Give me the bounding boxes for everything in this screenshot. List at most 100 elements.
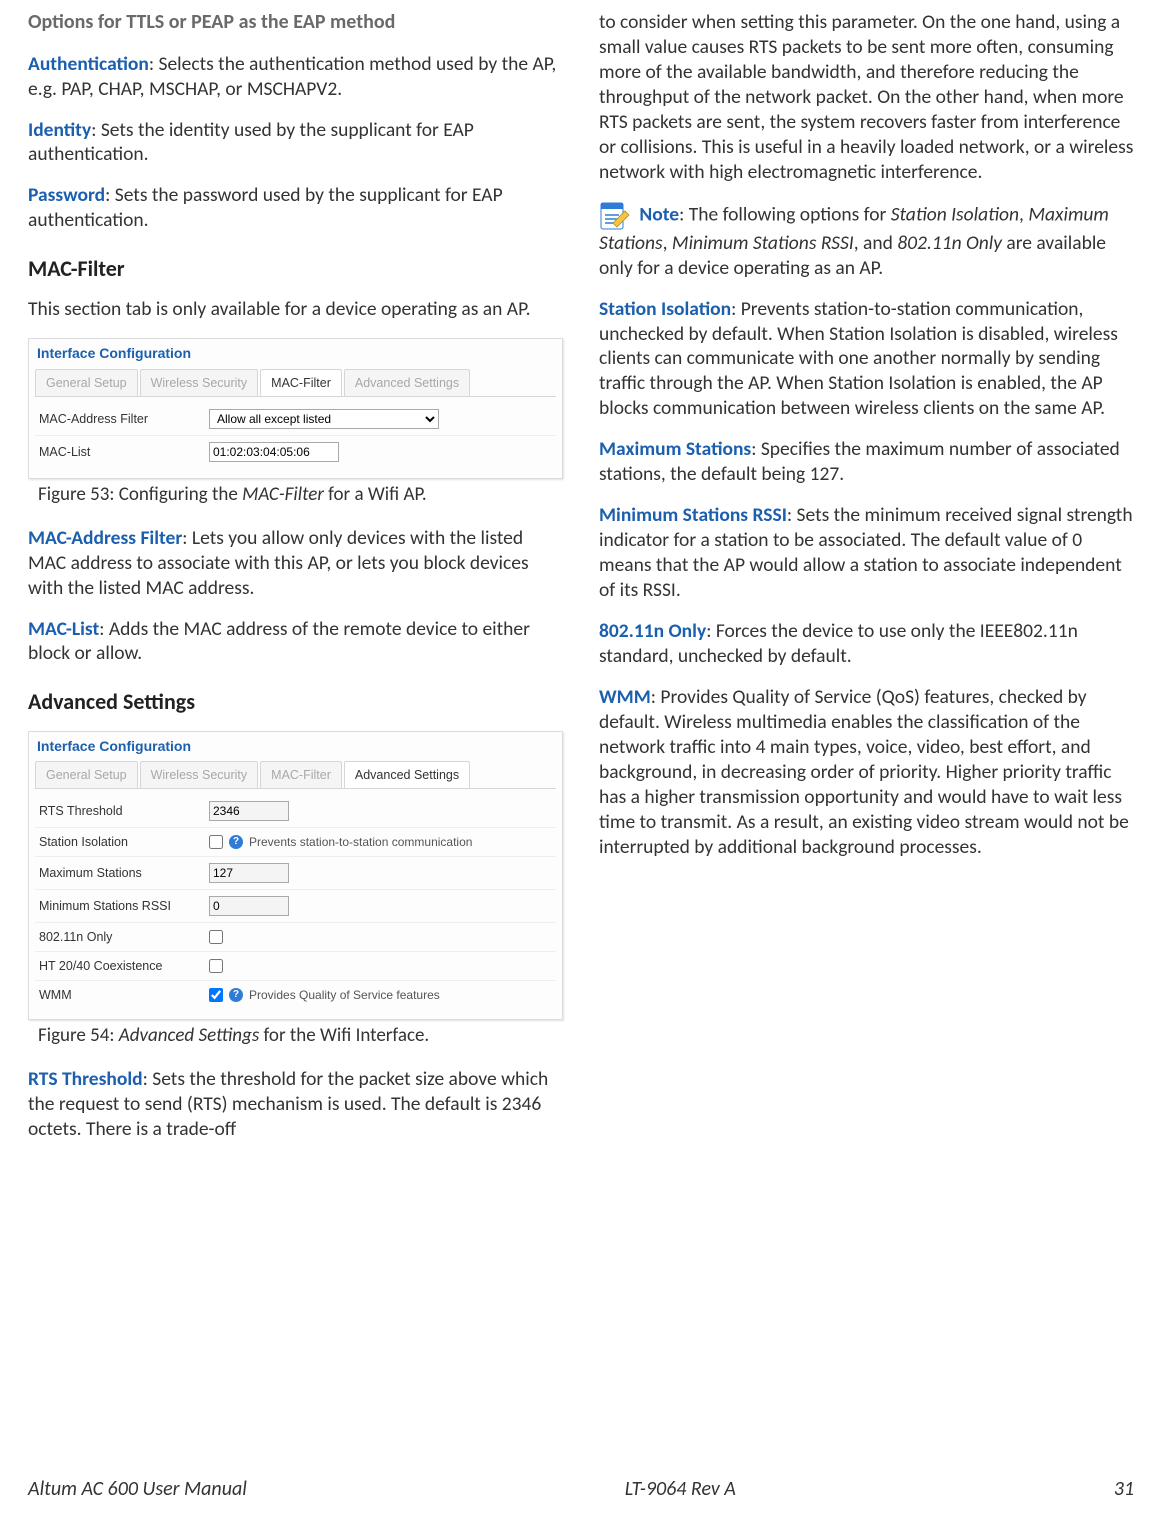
heading-eap-options: Options for TTLS or PEAP as the EAP meth… (28, 10, 563, 36)
tab-mac-filter[interactable]: MAC-Filter (260, 369, 342, 396)
fig54-label-80211n: 802.11n Only (39, 929, 209, 945)
para-identity: Identity: Sets the identity used by the … (28, 118, 563, 168)
note-i4: 802.11n Only (897, 231, 1002, 255)
para-mac-filter-intro: This section tab is only available for a… (28, 297, 563, 322)
fig54-row-80211n: 802.11n Only (35, 922, 556, 951)
note-i3: Minimum Stations RSSI (672, 231, 854, 255)
footer-right: 31 (1114, 1477, 1134, 1501)
note-block: Note: The following options for Station … (599, 201, 1134, 281)
tab-wireless-security-2[interactable]: Wireless Security (140, 761, 259, 788)
fig54-label-ht2040: HT 20/40 Coexistence (39, 958, 209, 974)
para-maximum-stations: Maximum Stations: Specifies the maximum … (599, 437, 1134, 487)
figure-54-caption: Figure 54: Advanced Settings for the Wif… (38, 1024, 563, 1048)
tab-mac-filter-2[interactable]: MAC-Filter (260, 761, 342, 788)
fig54-label-min-rssi: Minimum Stations RSSI (39, 898, 209, 914)
note-pre: : The following options for (679, 202, 891, 226)
fig54-input-min-rssi[interactable] (209, 896, 289, 916)
term-mac-address-filter: MAC-Address Filter (28, 526, 182, 550)
fig54-hint-station-isolation: Prevents station-to-station communicatio… (249, 835, 472, 850)
heading-mac-filter: MAC-Filter (28, 255, 563, 283)
body-identity: : Sets the identity used by the supplica… (28, 118, 474, 167)
fig53-fieldset-title: Interface Configuration (29, 339, 562, 363)
fig53-tabs: General Setup Wireless Security MAC-Filt… (35, 369, 556, 397)
fig53-cap-it: MAC-Filter (242, 483, 324, 506)
note-mid2: , (663, 231, 672, 255)
fig53-cap-post: for a Wifi AP. (324, 483, 427, 506)
fig53-label-mac-address-filter: MAC-Address Filter (39, 411, 209, 427)
fig54-input-rts[interactable] (209, 801, 289, 821)
fig54-row-rts: RTS Threshold (35, 795, 556, 827)
fig53-row-mac-address-filter: MAC-Address Filter Allow all except list… (35, 403, 556, 435)
fig54-cap-post: for the Wifi Interface. (259, 1024, 429, 1047)
hint-icon: ? (229, 988, 243, 1002)
tab-general-setup[interactable]: General Setup (35, 369, 138, 396)
tab-advanced-settings-2[interactable]: Advanced Settings (344, 761, 470, 788)
note-mid3: , and (854, 231, 898, 255)
para-mac-list: MAC-List: Adds the MAC address of the re… (28, 617, 563, 667)
page-content: Options for TTLS or PEAP as the EAP meth… (0, 0, 1162, 1158)
fig54-row-wmm: WMM ? Provides Quality of Service featur… (35, 980, 556, 1009)
fig54-cb-station-isolation[interactable] (209, 835, 223, 849)
fig53-label-mac-list: MAC-List (39, 444, 209, 460)
fig54-cb-80211n[interactable] (209, 930, 223, 944)
right-column: to consider when setting this parameter.… (599, 10, 1134, 1158)
fig53-form: MAC-Address Filter Allow all except list… (29, 397, 562, 478)
tab-wireless-security[interactable]: Wireless Security (140, 369, 259, 396)
body-mac-list: : Adds the MAC address of the remote dev… (28, 617, 530, 666)
left-column: Options for TTLS or PEAP as the EAP meth… (28, 10, 563, 1158)
tab-advanced-settings[interactable]: Advanced Settings (344, 369, 470, 396)
fig54-label-wmm: WMM (39, 987, 209, 1003)
footer-left: Altum AC 600 User Manual (28, 1477, 247, 1501)
figure-53-box: Interface Configuration General Setup Wi… (28, 338, 563, 479)
fig54-label-max-stations: Maximum Stations (39, 865, 209, 881)
fig54-cap-pre: Figure 54: (38, 1024, 119, 1047)
fig54-cb-wmm[interactable] (209, 988, 223, 1002)
para-mac-address-filter: MAC-Address Filter: Lets you allow only … (28, 526, 563, 601)
body-wmm: : Provides Quality of Service (QoS) feat… (599, 685, 1129, 859)
fig54-hint-wmm: Provides Quality of Service features (249, 988, 440, 1003)
para-authentication: Authentication: Selects the authenticati… (28, 52, 563, 102)
para-80211n-only: 802.11n Only: Forces the device to use o… (599, 619, 1134, 669)
para-rts-threshold: RTS Threshold: Sets the threshold for th… (28, 1067, 563, 1142)
fig54-input-max-stations[interactable] (209, 863, 289, 883)
note-icon (599, 201, 631, 231)
tab-general-setup-2[interactable]: General Setup (35, 761, 138, 788)
footer-center: LT-9064 Rev A (625, 1477, 736, 1501)
term-rts-threshold: RTS Threshold (28, 1067, 143, 1091)
para-rts-continue: to consider when setting this parameter.… (599, 10, 1134, 185)
fig53-select-mac-address-filter[interactable]: Allow all except listed (209, 409, 439, 429)
fig54-row-min-rssi: Minimum Stations RSSI (35, 889, 556, 922)
fig54-cap-it: Advanced Settings (119, 1024, 259, 1047)
term-authentication: Authentication (28, 52, 149, 76)
fig54-tabs: General Setup Wireless Security MAC-Filt… (35, 761, 556, 789)
figure-54-box: Interface Configuration General Setup Wi… (28, 731, 563, 1021)
note-mid1: , (1019, 202, 1028, 226)
para-password: Password: Sets the password used by the … (28, 183, 563, 233)
fig53-row-mac-list: MAC-List (35, 435, 556, 468)
para-station-isolation: Station Isolation: Prevents station-to-s… (599, 297, 1134, 422)
fig54-form: RTS Threshold Station Isolation ? Preven… (29, 789, 562, 1019)
fig53-input-mac-list[interactable] (209, 442, 339, 462)
term-80211n-only: 802.11n Only (599, 619, 706, 643)
fig54-row-max-stations: Maximum Stations (35, 856, 556, 889)
term-identity: Identity (28, 118, 91, 142)
page-footer: Altum AC 600 User Manual LT-9064 Rev A 3… (28, 1477, 1134, 1501)
fig53-cap-pre: Figure 53: Configuring the (38, 483, 242, 506)
note-i1: Station Isolation (891, 202, 1019, 226)
para-minimum-rssi: Minimum Stations RSSI: Sets the minimum … (599, 503, 1134, 603)
fig54-label-station-isolation: Station Isolation (39, 834, 209, 850)
term-password: Password (28, 183, 105, 207)
term-mac-list: MAC-List (28, 617, 99, 641)
term-maximum-stations: Maximum Stations (599, 437, 751, 461)
fig54-cb-ht2040[interactable] (209, 959, 223, 973)
fig54-fieldset-title: Interface Configuration (29, 732, 562, 756)
heading-advanced-settings: Advanced Settings (28, 688, 563, 716)
figure-53-caption: Figure 53: Configuring the MAC-Filter fo… (38, 483, 563, 507)
fig54-row-ht2040: HT 20/40 Coexistence (35, 951, 556, 980)
term-wmm: WMM (599, 685, 651, 709)
term-note: Note (639, 202, 679, 226)
fig54-row-station-isolation: Station Isolation ? Prevents station-to-… (35, 827, 556, 856)
para-wmm: WMM: Provides Quality of Service (QoS) f… (599, 685, 1134, 860)
term-station-isolation: Station Isolation (599, 297, 731, 321)
fig54-label-rts: RTS Threshold (39, 803, 209, 819)
